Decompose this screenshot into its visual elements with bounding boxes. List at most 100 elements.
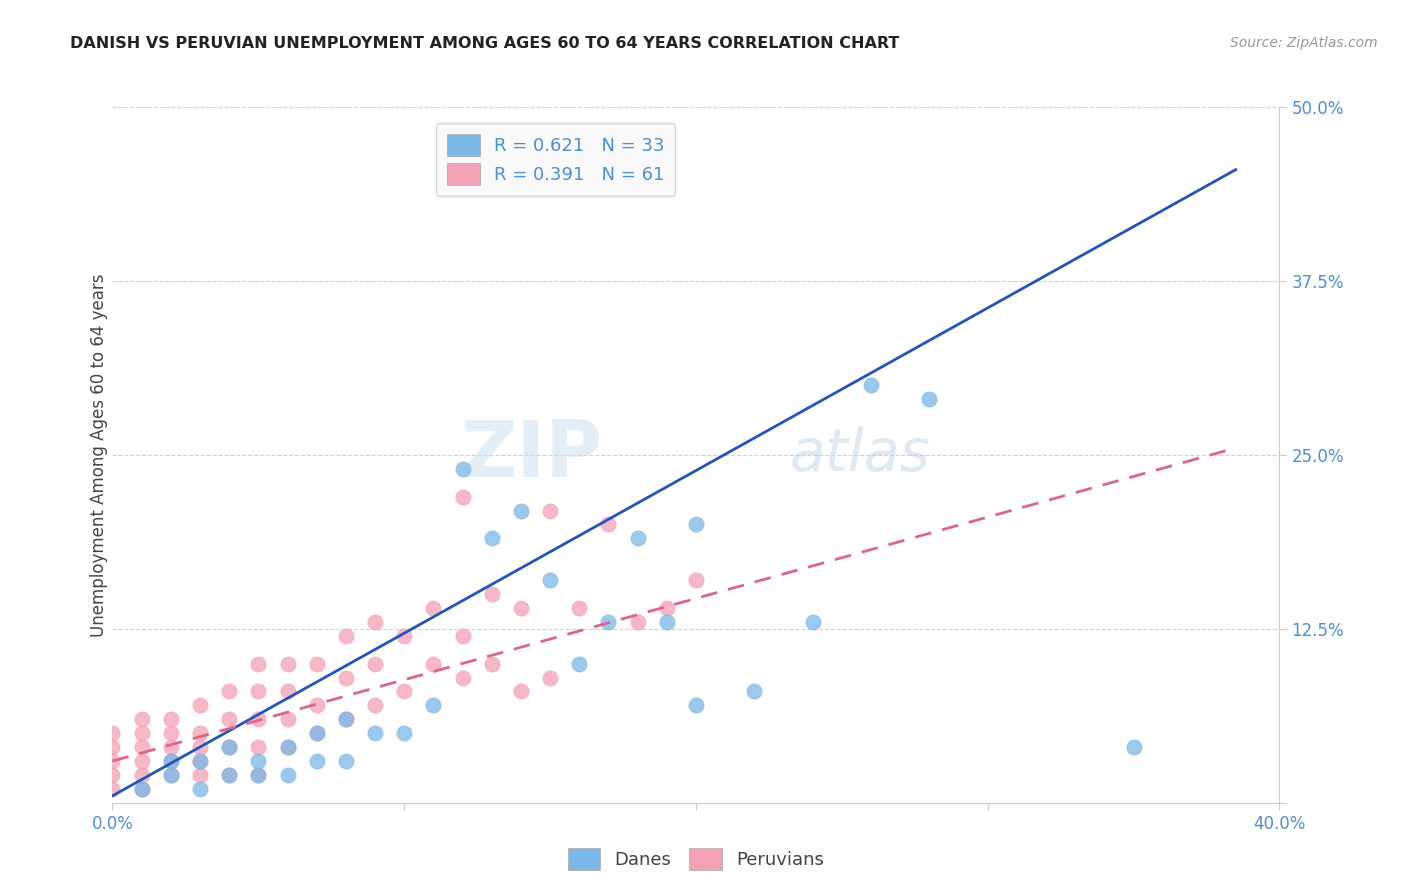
Point <box>101 768 124 782</box>
Point <box>364 615 387 629</box>
Point <box>422 698 444 713</box>
Point <box>188 740 211 755</box>
Point <box>188 754 211 768</box>
Point <box>131 740 153 755</box>
Point <box>247 768 270 782</box>
Point <box>305 657 328 671</box>
Point <box>451 462 474 476</box>
Point <box>131 726 153 740</box>
Point <box>305 754 328 768</box>
Point <box>160 768 183 782</box>
Point <box>218 768 240 782</box>
Point <box>247 768 270 782</box>
Point <box>188 768 211 782</box>
Point <box>481 587 503 601</box>
Point <box>160 726 183 740</box>
Point <box>218 684 240 698</box>
Point <box>335 712 357 726</box>
Point <box>276 657 298 671</box>
Point <box>131 712 153 726</box>
Point <box>218 740 240 755</box>
Legend: Danes, Peruvians: Danes, Peruvians <box>561 841 831 877</box>
Point <box>538 503 561 517</box>
Point <box>742 684 765 698</box>
Point <box>655 615 678 629</box>
Text: atlas: atlas <box>789 426 931 483</box>
Point <box>276 684 298 698</box>
Point <box>335 671 357 685</box>
Point <box>509 684 531 698</box>
Point <box>101 740 124 755</box>
Point <box>188 726 211 740</box>
Point <box>101 754 124 768</box>
Point <box>626 532 648 546</box>
Point <box>247 657 270 671</box>
Point <box>538 671 561 685</box>
Point <box>481 532 503 546</box>
Point <box>392 726 416 740</box>
Point <box>364 726 387 740</box>
Point <box>598 615 620 629</box>
Point <box>335 712 357 726</box>
Point <box>918 392 941 407</box>
Point <box>160 754 183 768</box>
Point <box>188 754 211 768</box>
Point <box>655 601 678 615</box>
Point <box>247 740 270 755</box>
Point <box>276 740 298 755</box>
Point <box>276 712 298 726</box>
Y-axis label: Unemployment Among Ages 60 to 64 years: Unemployment Among Ages 60 to 64 years <box>90 273 108 637</box>
Point <box>131 781 153 796</box>
Point <box>509 503 531 517</box>
Point <box>451 671 474 685</box>
Point <box>247 684 270 698</box>
Point <box>101 781 124 796</box>
Point <box>218 768 240 782</box>
Point <box>392 684 416 698</box>
Point <box>364 657 387 671</box>
Text: Source: ZipAtlas.com: Source: ZipAtlas.com <box>1230 36 1378 50</box>
Point <box>247 712 270 726</box>
Point <box>538 573 561 587</box>
Point <box>131 768 153 782</box>
Point <box>568 657 591 671</box>
Point <box>160 768 183 782</box>
Point <box>218 740 240 755</box>
Point <box>422 657 444 671</box>
Point <box>685 517 707 532</box>
Point <box>218 712 240 726</box>
Point <box>305 726 328 740</box>
Point <box>101 726 124 740</box>
Point <box>422 601 444 615</box>
Point <box>364 698 387 713</box>
Point <box>276 740 298 755</box>
Point <box>160 740 183 755</box>
Point <box>160 712 183 726</box>
Point <box>188 781 211 796</box>
Text: DANISH VS PERUVIAN UNEMPLOYMENT AMONG AGES 60 TO 64 YEARS CORRELATION CHART: DANISH VS PERUVIAN UNEMPLOYMENT AMONG AG… <box>70 36 900 51</box>
Text: ZIP: ZIP <box>460 417 603 493</box>
Point <box>131 781 153 796</box>
Point <box>335 629 357 643</box>
Point <box>685 573 707 587</box>
Point <box>131 754 153 768</box>
Point <box>276 768 298 782</box>
Point <box>160 754 183 768</box>
Point <box>335 754 357 768</box>
Point <box>626 615 648 629</box>
Point <box>392 629 416 643</box>
Point <box>451 629 474 643</box>
Point <box>481 657 503 671</box>
Point <box>859 378 883 392</box>
Point <box>1122 740 1144 755</box>
Point <box>451 490 474 504</box>
Point <box>305 726 328 740</box>
Point <box>685 698 707 713</box>
Point <box>801 615 824 629</box>
Point <box>568 601 591 615</box>
Point <box>305 698 328 713</box>
Point <box>509 601 531 615</box>
Point <box>598 517 620 532</box>
Point <box>188 698 211 713</box>
Point <box>247 754 270 768</box>
